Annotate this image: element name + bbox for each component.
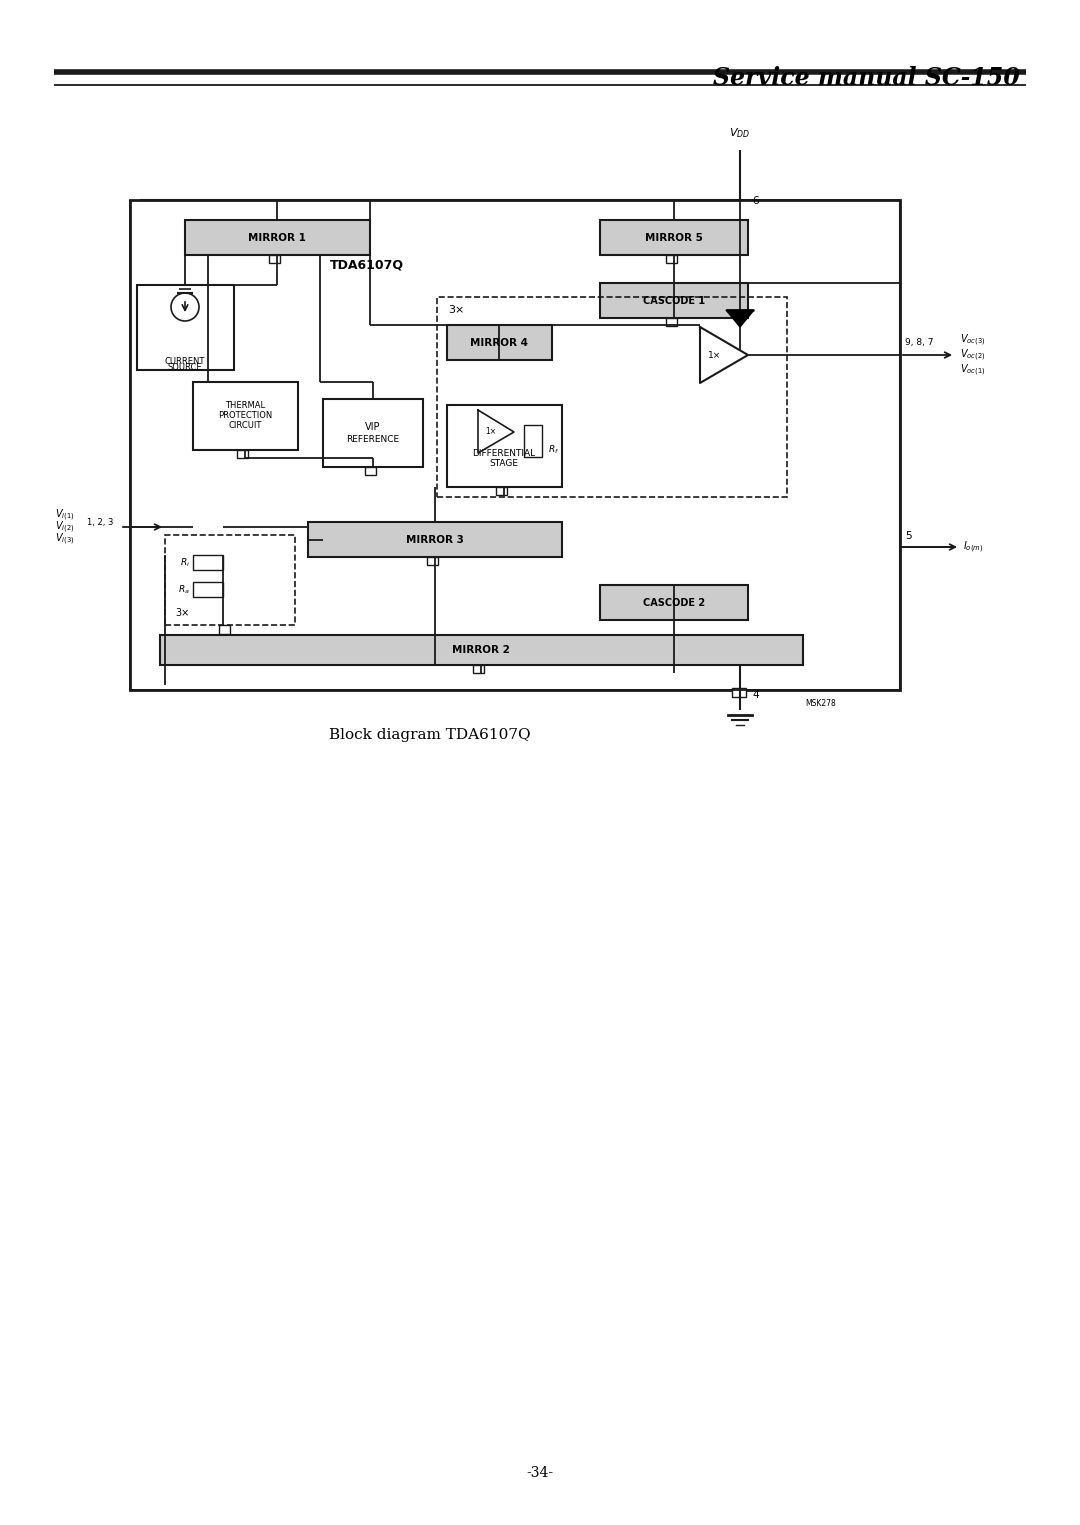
Text: $V_{oc(1)}$: $V_{oc(1)}$ [960,363,986,378]
Bar [193,583,222,596]
Polygon shape [478,410,514,453]
Text: STAGE: STAGE [489,459,518,468]
Text: Block diagram TDA6107Q: Block diagram TDA6107Q [329,727,530,743]
Text: 1×: 1× [485,427,497,436]
Text: 4: 4 [752,689,758,700]
Bar [365,467,376,474]
Text: SOURCE: SOURCE [167,363,202,372]
Text: 1×: 1× [708,351,721,360]
Text: MIRROR 5: MIRROR 5 [645,233,703,242]
Bar [437,297,787,497]
Bar [237,450,248,458]
Text: 6: 6 [752,197,758,206]
Text: PROTECTION: PROTECTION [218,410,272,419]
Text: 3×: 3× [448,305,464,316]
Text: 5: 5 [905,531,912,541]
Text: $I_{o(m)}$: $I_{o(m)}$ [963,540,984,555]
Text: THERMAL: THERMAL [225,401,265,410]
Text: $V_{i(2)}$: $V_{i(2)}$ [55,520,75,535]
Bar [185,220,370,255]
Text: CASCODE 2: CASCODE 2 [643,598,705,608]
Bar [219,625,230,634]
Text: VIP: VIP [365,422,381,432]
Text: TDA6107Q: TDA6107Q [330,259,404,271]
Text: CASCODE 1: CASCODE 1 [643,296,705,307]
Bar [308,522,562,557]
Text: $R_f$: $R_f$ [548,444,559,456]
Text: 9, 8, 7: 9, 8, 7 [905,339,933,348]
Text: $R_a$: $R_a$ [178,584,190,596]
Bar [600,586,748,621]
Bar [427,557,438,564]
Bar [193,381,298,450]
Polygon shape [700,326,748,383]
Text: $V_{i(3)}$: $V_{i(3)}$ [55,531,75,546]
Text: CIRCUIT: CIRCUIT [228,421,261,430]
Bar [160,634,804,665]
Text: $V_{i(1)}$: $V_{i(1)}$ [55,508,75,523]
Bar [732,688,746,697]
Text: -34-: -34- [526,1466,554,1479]
Bar [524,425,542,457]
Text: CURRENT: CURRENT [165,357,205,366]
Text: Service manual SC-150: Service manual SC-150 [713,66,1020,90]
Bar [447,406,562,486]
Bar [323,400,423,467]
Text: 1, 2, 3: 1, 2, 3 [87,517,113,526]
Text: MIRROR 3: MIRROR 3 [406,535,464,544]
Text: 3×: 3× [175,608,189,618]
Bar [130,200,900,689]
Bar [193,555,222,570]
Bar [496,486,507,496]
Text: $V_{oc(3)}$: $V_{oc(3)}$ [960,332,986,348]
Text: MIRROR 4: MIRROR 4 [470,339,528,348]
Bar [165,535,295,625]
Bar [269,255,280,262]
Text: $R_i$: $R_i$ [180,557,190,569]
Text: MIRROR 1: MIRROR 1 [248,233,306,242]
Bar [666,255,677,262]
Text: $V_{DD}$: $V_{DD}$ [729,127,751,140]
Bar [666,319,677,326]
Bar [473,665,484,673]
Bar [447,325,552,360]
Polygon shape [726,310,754,326]
Text: MIRROR 2: MIRROR 2 [453,645,510,656]
Bar [137,285,234,371]
Bar [600,220,748,255]
Text: MSK278: MSK278 [805,698,836,708]
Text: $V_{oc(2)}$: $V_{oc(2)}$ [960,348,986,363]
Text: DIFFERENTIAL: DIFFERENTIAL [472,448,536,458]
Bar [600,284,748,319]
Text: REFERENCE: REFERENCE [347,435,400,444]
